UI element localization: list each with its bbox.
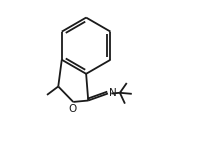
Text: N: N (109, 88, 117, 99)
Text: O: O (68, 104, 76, 114)
